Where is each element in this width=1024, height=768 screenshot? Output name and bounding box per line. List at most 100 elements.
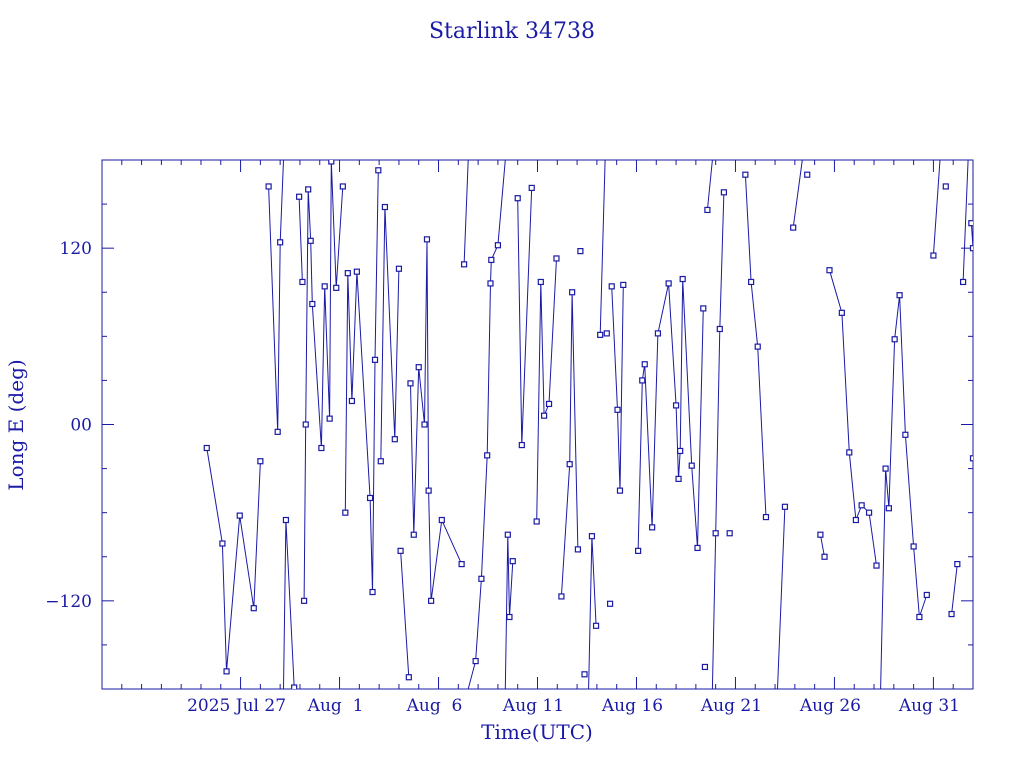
- data-point: [366, 494, 374, 502]
- data-point: [537, 278, 544, 286]
- data-point: [960, 278, 967, 286]
- data-point: [665, 280, 672, 287]
- data-point: [858, 502, 865, 509]
- data-point: [577, 248, 584, 255]
- data-point: [569, 289, 576, 296]
- data-point: [597, 331, 604, 338]
- x-tick-label: 2025 Jul 27: [187, 696, 286, 716]
- data-point: [954, 560, 961, 568]
- data-point: [339, 183, 346, 190]
- data-point: [427, 597, 435, 604]
- data-point: [649, 524, 656, 531]
- data-point: [654, 330, 662, 337]
- data-point: [299, 278, 306, 286]
- data-point: [291, 684, 298, 689]
- data-point: [509, 558, 516, 565]
- data-point: [421, 421, 428, 428]
- data-point: [410, 531, 417, 538]
- data-point: [916, 613, 923, 621]
- data-point: [348, 397, 356, 405]
- data-point: [458, 560, 465, 568]
- data-point: [581, 671, 588, 678]
- data-point: [720, 189, 728, 196]
- data-point: [574, 546, 582, 553]
- data-point: [504, 531, 511, 538]
- data-point: [902, 431, 909, 438]
- y-tick-label: 00: [70, 416, 92, 436]
- x-tick-label: Aug 6: [406, 696, 463, 716]
- data-point: [616, 487, 624, 494]
- data-point: [726, 530, 733, 537]
- data-point: [639, 377, 646, 384]
- y-tick-label: −120: [45, 592, 92, 612]
- data-point: [425, 487, 432, 494]
- data-point: [821, 553, 828, 560]
- x-axis-label: Time(UTC): [481, 720, 593, 744]
- data-point: [635, 547, 642, 554]
- data-point: [321, 283, 328, 290]
- data-point: [620, 281, 627, 289]
- data-point: [677, 447, 684, 455]
- data-point: [540, 412, 548, 419]
- data-point: [704, 206, 711, 214]
- data-point: [506, 613, 513, 621]
- data-point: [518, 441, 525, 449]
- data-point: [494, 242, 502, 249]
- plot-frame: [101, 159, 974, 690]
- data-point: [333, 284, 340, 291]
- data-point: [930, 252, 937, 259]
- x-tick-label: Aug 31: [898, 696, 960, 716]
- data-point: [460, 261, 468, 268]
- data-point: [487, 280, 494, 287]
- x-tick-label: Aug 11: [502, 696, 564, 716]
- data-point: [369, 588, 376, 596]
- data-point: [265, 183, 272, 190]
- data-point: [896, 292, 903, 299]
- data-point: [804, 171, 811, 178]
- data-point: [790, 224, 797, 231]
- data-point: [353, 268, 360, 275]
- x-tick-label: Aug 26: [799, 696, 861, 716]
- data-point: [438, 516, 445, 524]
- data-point: [296, 193, 303, 200]
- axis-ticks: [101, 159, 974, 690]
- x-tick-labels: 2025 Jul 27 Aug 1 Aug 6 Aug 11 Aug 16 Aug 21 A…: [187, 696, 960, 716]
- x-tick-label: Aug 16: [601, 696, 663, 716]
- data-point: [344, 270, 351, 277]
- data-point: [748, 278, 755, 286]
- data-point: [514, 195, 521, 202]
- data-point: [641, 361, 648, 368]
- data-point: [405, 674, 412, 681]
- data-point: [852, 516, 859, 524]
- data-point: [885, 505, 892, 512]
- data-point: [968, 220, 973, 227]
- data-point: [712, 530, 719, 537]
- data-point: [694, 544, 701, 552]
- data-point: [302, 421, 309, 428]
- data-point: [307, 237, 314, 244]
- data-point: [423, 236, 431, 243]
- data-point: [528, 184, 535, 192]
- data-point: [558, 593, 565, 600]
- data-point: [754, 343, 761, 350]
- x-tick-label: Aug 21: [700, 696, 762, 716]
- data-point: [923, 591, 930, 599]
- data-point: [300, 597, 308, 604]
- data-point: [606, 600, 614, 607]
- data-point: [488, 256, 495, 264]
- data-point: [472, 657, 479, 665]
- data-point: [318, 444, 325, 452]
- data-point: [688, 462, 695, 469]
- data-point: [882, 465, 889, 472]
- data-point: [566, 461, 573, 468]
- data-point: [701, 663, 709, 671]
- y-axis-label: Long E (deg): [4, 359, 28, 490]
- data-point: [407, 380, 414, 387]
- data-point: [716, 325, 723, 333]
- data-point: [326, 415, 333, 422]
- data-point: [277, 239, 284, 246]
- data-point: [675, 475, 682, 482]
- data-point: [891, 336, 898, 343]
- data-point: [203, 444, 210, 452]
